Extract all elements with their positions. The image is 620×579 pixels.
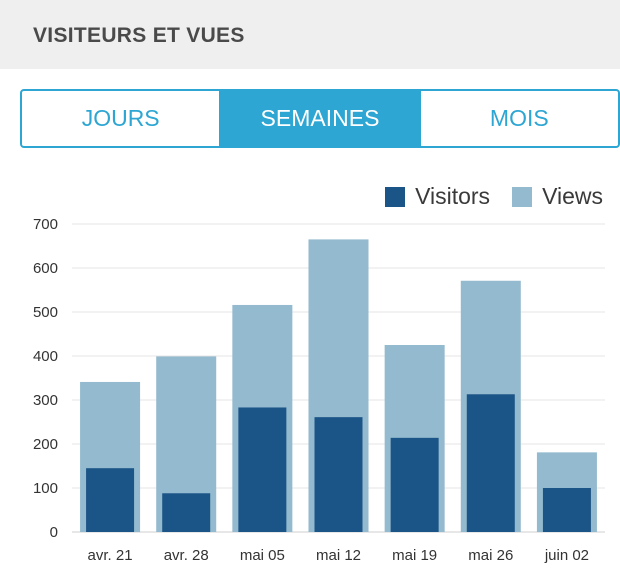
bar-visitors[interactable] (238, 407, 287, 532)
x-tick-label: mai 05 (240, 547, 285, 564)
bar-visitors[interactable] (162, 493, 211, 532)
x-tick-label: mai 12 (316, 547, 361, 564)
legend-label-views: Views (542, 183, 603, 209)
bar-visitors[interactable] (314, 417, 363, 532)
y-tick-label: 300 (33, 392, 58, 409)
legend-item-views: Views (512, 183, 603, 210)
bar-visitors[interactable] (466, 394, 515, 532)
chart-legend: Visitors Views (363, 183, 603, 210)
legend-swatch-views (512, 186, 533, 207)
y-tick-label: 200 (33, 436, 58, 453)
legend-label-visitors: Visitors (415, 183, 491, 209)
y-tick-label: 0 (50, 524, 58, 541)
x-tick-label: avr. 28 (164, 547, 209, 564)
period-tabs: JOURS SEMAINES MOIS (20, 89, 620, 148)
y-tick-label: 600 (33, 260, 58, 277)
x-tick-label: juin 02 (544, 547, 589, 564)
x-tick-label: mai 19 (392, 547, 437, 564)
y-tick-label: 100 (33, 480, 58, 497)
x-tick-label: avr. 21 (88, 547, 133, 564)
tab-semaines[interactable]: SEMAINES (219, 91, 419, 146)
y-tick-label: 400 (33, 348, 58, 365)
tab-jours[interactable]: JOURS (81, 105, 160, 131)
page-header: VISITEURS ET VUES (0, 0, 620, 69)
legend-item-visitors: Visitors (385, 183, 490, 210)
y-tick-label: 500 (33, 304, 58, 321)
legend-swatch-visitors (385, 186, 406, 207)
y-tick-label: 700 (33, 216, 58, 233)
page-title: VISITEURS ET VUES (33, 24, 245, 47)
bar-visitors[interactable] (542, 488, 591, 532)
bar-visitors[interactable] (390, 437, 439, 532)
bar-visitors[interactable] (86, 468, 135, 532)
x-tick-label: mai 26 (468, 547, 513, 564)
tab-mois[interactable]: MOIS (418, 91, 618, 146)
